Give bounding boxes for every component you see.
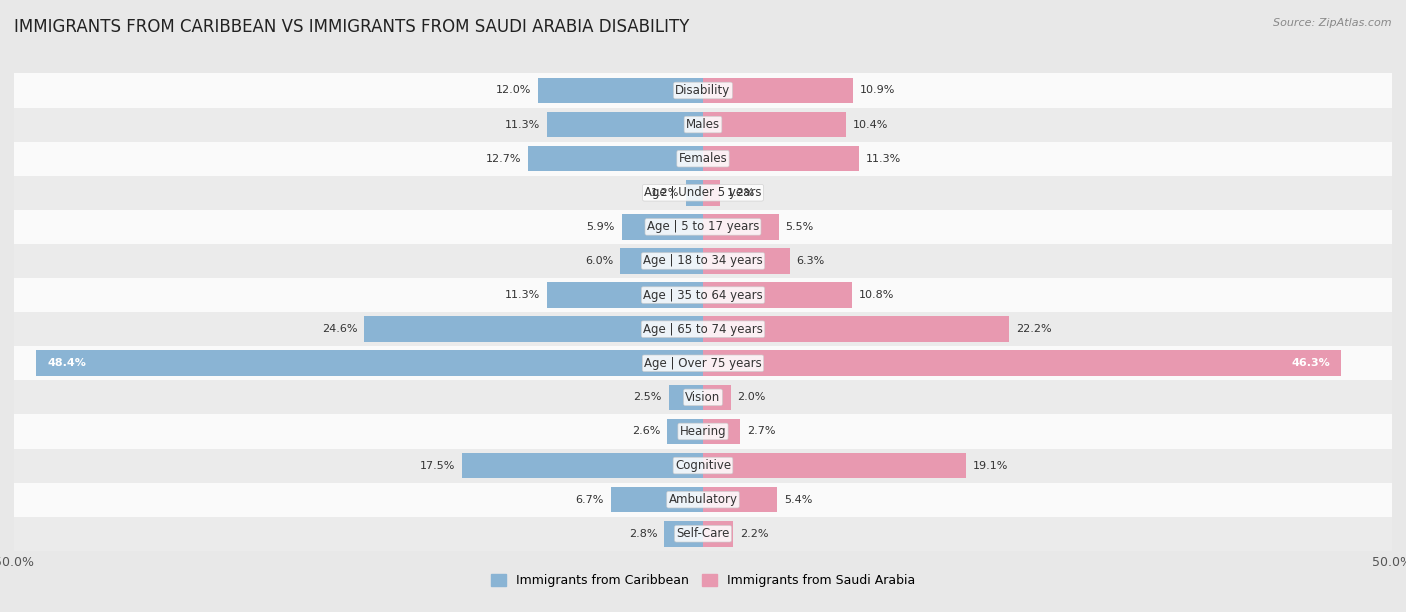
Text: 11.3%: 11.3% [505,119,540,130]
Text: Source: ZipAtlas.com: Source: ZipAtlas.com [1274,18,1392,28]
Text: 10.4%: 10.4% [853,119,889,130]
Text: 12.7%: 12.7% [485,154,522,163]
Text: Age | 35 to 64 years: Age | 35 to 64 years [643,289,763,302]
Bar [668,419,703,444]
Text: Age | 18 to 34 years: Age | 18 to 34 years [643,255,763,267]
Bar [703,351,1341,376]
Text: 2.7%: 2.7% [747,427,776,436]
Text: 2.0%: 2.0% [738,392,766,402]
Bar [703,180,720,206]
Text: Age | 5 to 17 years: Age | 5 to 17 years [647,220,759,233]
Bar [703,146,859,171]
Bar [703,487,778,512]
Text: 19.1%: 19.1% [973,461,1008,471]
Bar [703,384,731,410]
Bar [14,210,1392,244]
Bar [665,521,703,547]
Bar [14,176,1392,210]
Text: 11.3%: 11.3% [866,154,901,163]
Text: 6.7%: 6.7% [575,494,603,505]
Text: 22.2%: 22.2% [1015,324,1052,334]
Bar [14,312,1392,346]
Text: 5.4%: 5.4% [785,494,813,505]
Text: Disability: Disability [675,84,731,97]
Bar [14,380,1392,414]
Text: Vision: Vision [685,391,721,404]
Text: IMMIGRANTS FROM CARIBBEAN VS IMMIGRANTS FROM SAUDI ARABIA DISABILITY: IMMIGRANTS FROM CARIBBEAN VS IMMIGRANTS … [14,18,689,36]
Bar [620,248,703,274]
Bar [703,282,852,308]
Text: 48.4%: 48.4% [48,358,86,368]
Bar [610,487,703,512]
Bar [537,78,703,103]
Text: 1.2%: 1.2% [727,188,755,198]
Text: 5.5%: 5.5% [786,222,814,232]
Text: 2.6%: 2.6% [631,427,661,436]
Text: Females: Females [679,152,727,165]
Text: Age | 65 to 74 years: Age | 65 to 74 years [643,323,763,335]
Bar [14,141,1392,176]
Bar [364,316,703,342]
Bar [14,73,1392,108]
Bar [14,414,1392,449]
Bar [14,108,1392,141]
Text: 6.3%: 6.3% [797,256,825,266]
Bar [14,483,1392,517]
Text: 17.5%: 17.5% [419,461,456,471]
Text: 2.2%: 2.2% [740,529,769,539]
Bar [14,278,1392,312]
Text: 11.3%: 11.3% [505,290,540,300]
Text: Self-Care: Self-Care [676,528,730,540]
Bar [529,146,703,171]
Bar [621,214,703,240]
Text: Males: Males [686,118,720,131]
Text: Age | Over 75 years: Age | Over 75 years [644,357,762,370]
Text: Ambulatory: Ambulatory [668,493,738,506]
Text: Cognitive: Cognitive [675,459,731,472]
Bar [14,244,1392,278]
Bar [669,384,703,410]
Bar [547,282,703,308]
Text: 2.5%: 2.5% [633,392,662,402]
Text: 46.3%: 46.3% [1291,358,1330,368]
Bar [703,214,779,240]
Bar [703,112,846,137]
Bar [703,316,1010,342]
Bar [14,346,1392,380]
Bar [686,180,703,206]
Text: 5.9%: 5.9% [586,222,614,232]
Bar [547,112,703,137]
Bar [14,517,1392,551]
Legend: Immigrants from Caribbean, Immigrants from Saudi Arabia: Immigrants from Caribbean, Immigrants fr… [486,569,920,592]
Bar [703,78,853,103]
Text: Hearing: Hearing [679,425,727,438]
Text: 10.8%: 10.8% [859,290,894,300]
Bar [461,453,703,479]
Text: 1.2%: 1.2% [651,188,679,198]
Text: 2.8%: 2.8% [628,529,658,539]
Text: Age | Under 5 years: Age | Under 5 years [644,186,762,200]
Text: 12.0%: 12.0% [495,86,531,95]
Bar [703,453,966,479]
Bar [703,521,734,547]
Text: 6.0%: 6.0% [585,256,613,266]
Text: 10.9%: 10.9% [860,86,896,95]
Bar [703,248,790,274]
Bar [37,351,703,376]
Bar [14,449,1392,483]
Bar [703,419,740,444]
Text: 24.6%: 24.6% [322,324,357,334]
